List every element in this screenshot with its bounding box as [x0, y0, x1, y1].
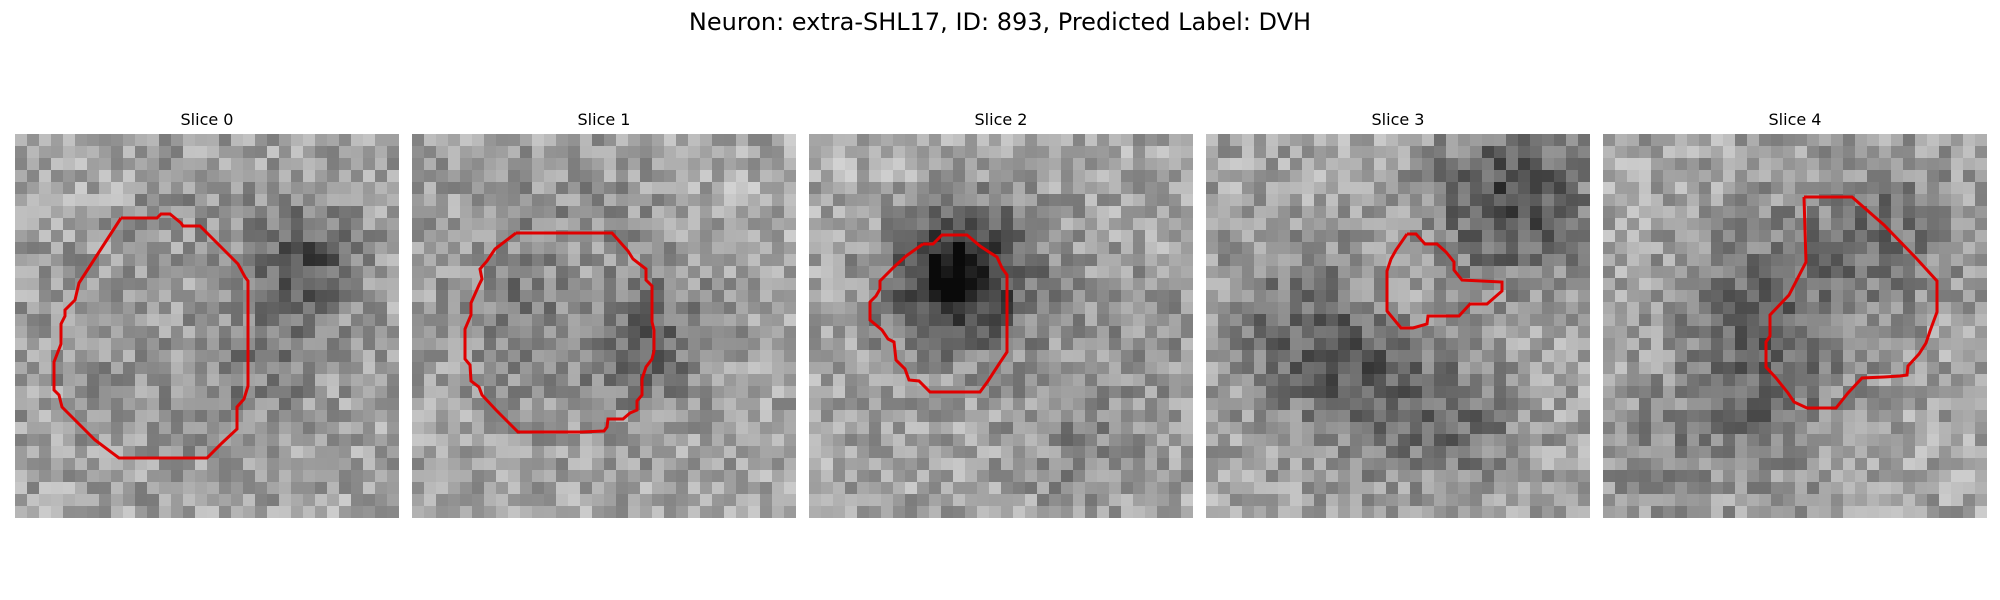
slice-1-image [412, 134, 796, 518]
slice-4-roi-contour [1764, 195, 1939, 410]
slice-2-image [809, 134, 1193, 518]
slice-0-image [15, 134, 399, 518]
panel-title-slice-2: Slice 2 [974, 110, 1028, 129]
slice-4-image [1603, 134, 1987, 518]
slice-3-roi-contour [1385, 232, 1504, 330]
slice-1-roi-contour [463, 231, 656, 434]
panel-title-slice-4: Slice 4 [1768, 110, 1822, 129]
slice-3-image [1206, 134, 1590, 518]
slice-0-pixels [15, 134, 399, 518]
slice-2-pixels [809, 134, 1193, 518]
slice-2-roi-contour [868, 233, 1009, 394]
figure-title: Neuron: extra-SHL17, ID: 893, Predicted … [688, 8, 1312, 36]
panel-title-slice-0: Slice 0 [180, 110, 234, 129]
slice-1-pixels [412, 134, 796, 518]
slice-4-pixels [1603, 134, 1987, 518]
slice-0-roi-contour [52, 212, 250, 460]
panel-title-slice-1: Slice 1 [577, 110, 631, 129]
panel-title-slice-3: Slice 3 [1371, 110, 1425, 129]
